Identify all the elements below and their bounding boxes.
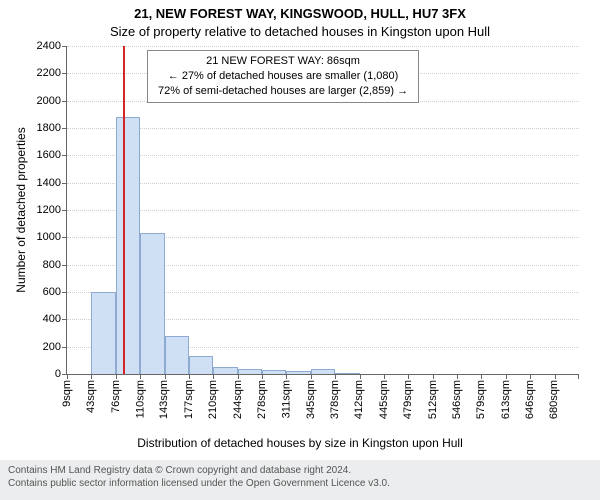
annotation-line: 21 NEW FOREST WAY: 86sqm (158, 54, 408, 69)
xtick-mark (457, 374, 458, 379)
ytick-mark (62, 46, 67, 47)
xtick-label: 210sqm (207, 380, 219, 419)
page-title-line2: Size of property relative to detached ho… (0, 24, 600, 39)
histogram-bar (335, 373, 359, 374)
chart-plot-area: 0200400600800100012001400160018002000220… (66, 46, 579, 375)
ytick-mark (62, 210, 67, 211)
xtick-mark (165, 374, 166, 379)
xtick-mark (311, 374, 312, 379)
ytick-label: 400 (43, 313, 61, 325)
xtick-label: 479sqm (402, 380, 414, 419)
ytick-mark (62, 319, 67, 320)
ytick-label: 1800 (37, 122, 61, 134)
histogram-bar (311, 369, 335, 374)
ytick-mark (62, 101, 67, 102)
xtick-label: 110sqm (134, 380, 146, 418)
xtick-mark (286, 374, 287, 379)
gridline (67, 210, 579, 211)
xtick-label: 9sqm (61, 380, 73, 407)
xtick-label: 412sqm (354, 380, 366, 419)
histogram-bar (238, 369, 262, 374)
xtick-mark (555, 374, 556, 379)
ytick-mark (62, 128, 67, 129)
histogram-bar (189, 356, 213, 374)
xtick-mark (530, 374, 531, 379)
ytick-mark (62, 292, 67, 293)
ytick-label: 2400 (37, 40, 61, 52)
histogram-bar (91, 292, 115, 374)
ytick-label: 1400 (37, 177, 61, 189)
xtick-mark (140, 374, 141, 379)
xtick-label: 613sqm (500, 380, 512, 419)
gridline (67, 128, 579, 129)
ytick-label: 200 (43, 341, 61, 353)
gridline (67, 183, 579, 184)
footer-line2: Contains public sector information licen… (8, 477, 592, 490)
annotation-line: 72% of semi-detached houses are larger (… (158, 84, 408, 99)
xtick-label: 646sqm (524, 380, 536, 419)
ytick-mark (62, 155, 67, 156)
ytick-label: 1200 (37, 204, 61, 216)
xtick-label: 244sqm (232, 380, 244, 419)
xtick-mark (506, 374, 507, 379)
xtick-mark (238, 374, 239, 379)
ytick-label: 2000 (37, 95, 61, 107)
xtick-mark (116, 374, 117, 379)
property-marker-line (123, 46, 125, 374)
ytick-label: 2200 (37, 67, 61, 79)
histogram-bar (116, 117, 140, 374)
annotation-line: ← 27% of detached houses are smaller (1,… (158, 69, 408, 84)
ytick-label: 1600 (37, 149, 61, 161)
ytick-mark (62, 73, 67, 74)
y-axis-label: Number of detached properties (14, 127, 28, 292)
xtick-mark (262, 374, 263, 379)
gridline (67, 46, 579, 47)
xtick-mark (360, 374, 361, 379)
ytick-label: 800 (43, 259, 61, 271)
footer-attribution: Contains HM Land Registry data © Crown c… (0, 460, 600, 500)
ytick-mark (62, 347, 67, 348)
xtick-mark (213, 374, 214, 379)
ytick-mark (62, 265, 67, 266)
gridline (67, 155, 579, 156)
xtick-mark (384, 374, 385, 379)
histogram-bar (213, 367, 237, 374)
page-title-line1: 21, NEW FOREST WAY, KINGSWOOD, HULL, HU7… (0, 6, 600, 21)
xtick-label: 512sqm (427, 380, 439, 419)
annotation-box: 21 NEW FOREST WAY: 86sqm← 27% of detache… (147, 50, 419, 103)
ytick-mark (62, 183, 67, 184)
xtick-label: 177sqm (183, 380, 195, 419)
xtick-mark (578, 374, 579, 379)
xtick-label: 43sqm (85, 380, 97, 413)
histogram-bar (262, 370, 286, 374)
xtick-label: 680sqm (549, 380, 561, 419)
xtick-label: 445sqm (378, 380, 390, 419)
xtick-mark (91, 374, 92, 379)
x-axis-label: Distribution of detached houses by size … (0, 436, 600, 450)
xtick-label: 579sqm (475, 380, 487, 419)
xtick-label: 546sqm (451, 380, 463, 419)
histogram-bar (140, 233, 164, 374)
ytick-mark (62, 237, 67, 238)
xtick-mark (335, 374, 336, 379)
footer-line1: Contains HM Land Registry data © Crown c… (8, 464, 592, 477)
xtick-label: 378sqm (329, 380, 341, 419)
xtick-mark (67, 374, 68, 379)
histogram-bar (286, 371, 310, 374)
xtick-label: 143sqm (159, 380, 171, 419)
ytick-label: 600 (43, 286, 61, 298)
ytick-label: 0 (55, 368, 61, 380)
xtick-label: 76sqm (110, 380, 122, 413)
xtick-mark (189, 374, 190, 379)
xtick-label: 345sqm (305, 380, 317, 419)
ytick-label: 1000 (37, 231, 61, 243)
xtick-mark (433, 374, 434, 379)
xtick-mark (408, 374, 409, 379)
xtick-label: 278sqm (256, 380, 268, 419)
histogram-bar (165, 336, 189, 374)
xtick-label: 311sqm (280, 380, 292, 418)
xtick-mark (481, 374, 482, 379)
